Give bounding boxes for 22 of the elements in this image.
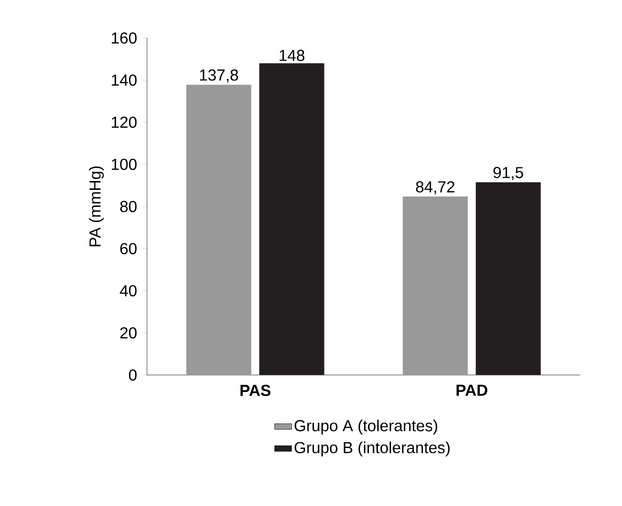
legend-label: Grupo A (tolerantes) (294, 420, 438, 434)
y-tick-label: 0 (128, 369, 137, 381)
data-label: 137,8 (200, 69, 238, 83)
y-tick-label: 120 (112, 116, 137, 128)
y-tick-label: 160 (112, 32, 137, 44)
x-tick-label: PAD (456, 384, 488, 396)
y-tick-label: 100 (112, 158, 137, 170)
bar (476, 182, 541, 375)
y-tick-label: 60 (120, 242, 137, 254)
y-tick-label: 20 (120, 327, 137, 339)
y-axis-title: PA (mmHg) (88, 166, 104, 246)
y-tick-label: 80 (120, 200, 137, 212)
y-tick-label: 40 (120, 285, 137, 296)
data-label: 148 (280, 50, 304, 62)
bar (259, 63, 324, 375)
data-label: 84,72 (416, 181, 454, 194)
x-tick-label: PAS (240, 384, 270, 396)
bar (402, 196, 468, 375)
legend-label: Grupo B (intolerantes) (294, 442, 450, 456)
bar (186, 84, 252, 375)
y-tick-label: 140 (112, 74, 137, 86)
data-label: 91,5 (493, 166, 524, 180)
